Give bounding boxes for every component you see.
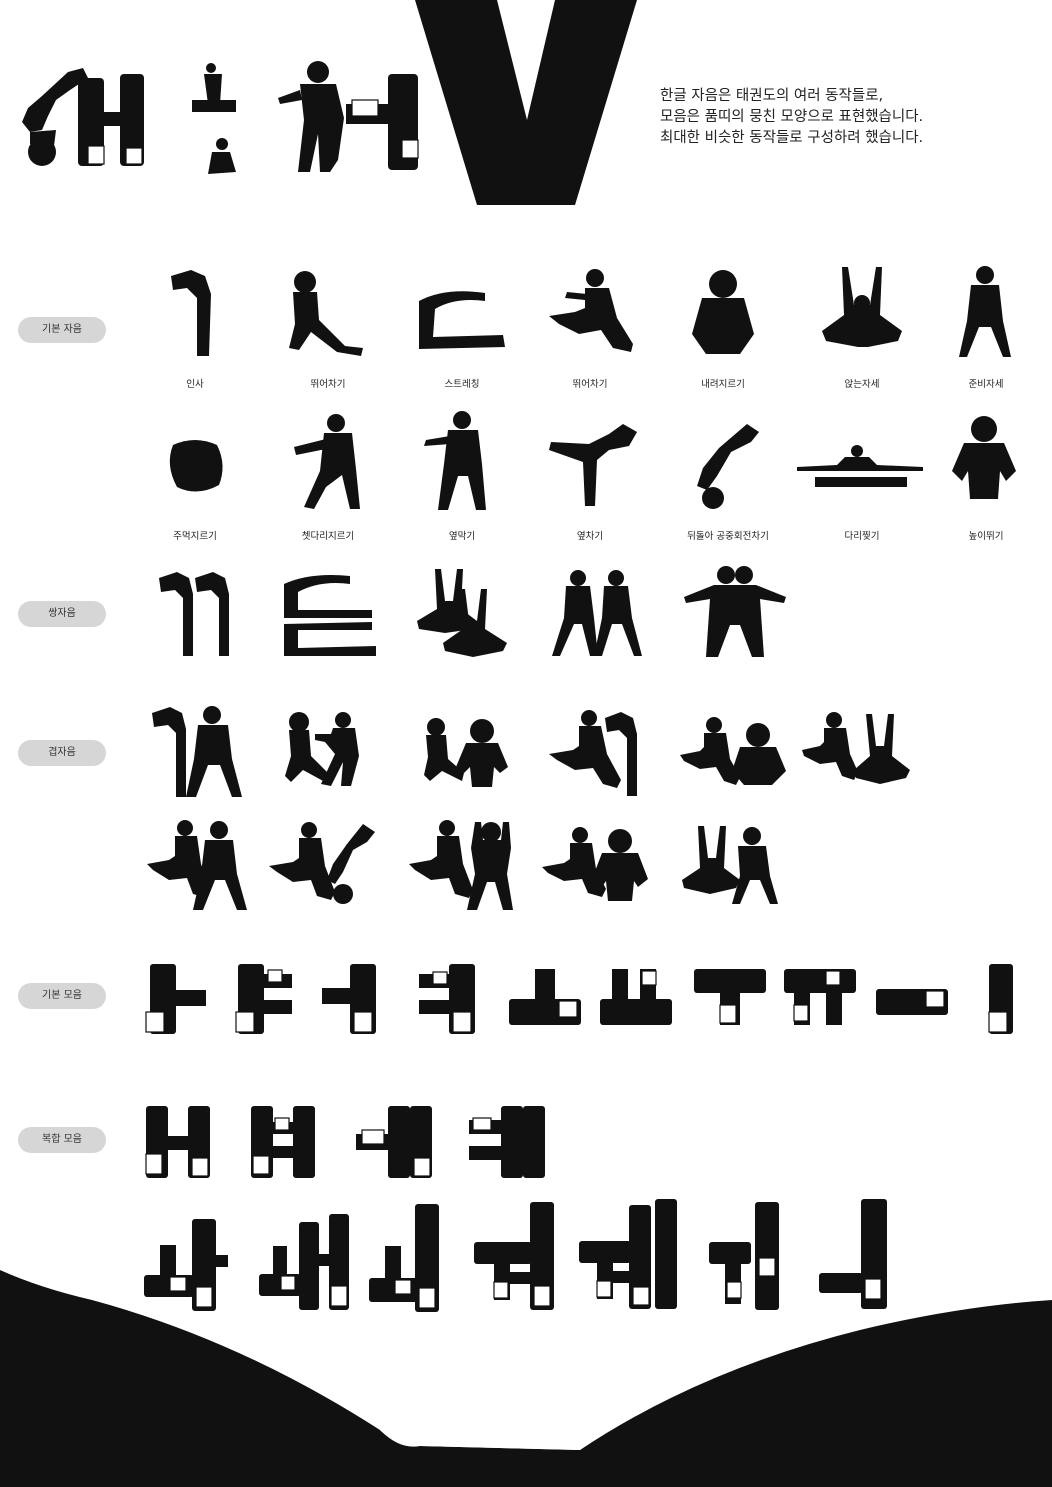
compound-consonant-1 [152, 706, 242, 797]
caption-5: 앉는자세 [844, 379, 880, 390]
vowel-eu [876, 989, 948, 1015]
caption-7: 주먹지르기 [173, 531, 217, 542]
figure-side-block [424, 411, 486, 510]
figure-splits [797, 445, 923, 487]
compound-consonant-6 [802, 712, 910, 784]
double-consonant-ssang-giyeok [159, 572, 229, 656]
caption-9: 옆막기 [448, 531, 476, 542]
intro-text: 한글 자음은 태권도의 여러 동작들로, 모음은 품띠의 뭉친 모양으로 표현했… [660, 86, 1040, 149]
caption-3: 뛰어차기 [572, 379, 608, 390]
compound-consonant-8 [269, 822, 375, 904]
big-v-shape [415, 0, 637, 205]
caption-1: 뛰어차기 [310, 379, 346, 390]
caption-10: 옆차기 [576, 531, 604, 542]
caption-6: 준비자세 [968, 379, 1004, 390]
figure-bow [171, 270, 211, 356]
title-logo [8, 60, 448, 180]
intro-line-3: 최대한 비슷한 동작들로 구성하려 했습니다. [660, 130, 924, 146]
vowel-yu [784, 969, 856, 1025]
section-label-double-consonants: 쌍자음 [18, 601, 106, 627]
section-label-basic-consonants: 기본 자음 [18, 317, 106, 343]
caption-8: 쳇다리지르기 [301, 531, 355, 542]
bottom-belt-shape [0, 1270, 1052, 1487]
vowel-yae [251, 1106, 315, 1178]
figure-jump-kick-1 [289, 271, 363, 356]
vowel-eo [322, 964, 376, 1034]
figure-front-punch [294, 414, 360, 509]
compound-consonant-11 [682, 826, 778, 904]
vowel-ae [145, 1106, 210, 1178]
figure-sitting-down [692, 270, 754, 354]
vowel-i [988, 964, 1013, 1034]
vowel-ya [235, 964, 292, 1034]
double-consonant-ssang-jieut [417, 569, 507, 657]
figure-stretching [419, 291, 505, 349]
double-consonant-ssang-bieup [684, 566, 786, 657]
compound-consonant-3 [424, 718, 508, 787]
vowel-wa [144, 1219, 228, 1311]
vowel-wo [474, 1202, 554, 1310]
compound-consonant-9 [409, 820, 513, 910]
figure-side-kick [549, 424, 637, 506]
title-logo-art [22, 61, 419, 174]
intro-line-2: 모음은 품띠의 뭉친 모양으로 표현했습니다. [660, 109, 924, 125]
vowel-e [356, 1106, 432, 1178]
figure-fist [169, 440, 223, 492]
vowel-we [579, 1199, 677, 1309]
vowel-a [145, 964, 206, 1034]
caption-4: 내려지르기 [701, 379, 745, 390]
figure-spin-kick [697, 424, 759, 509]
compound-consonant-10 [542, 827, 648, 901]
vowel-wi [709, 1202, 779, 1310]
caption-11: 뒤돌아 공중회전차기 [687, 531, 769, 542]
vowel-ui [819, 1199, 887, 1309]
vowel-yeo [419, 964, 475, 1034]
double-consonant-ssang-digeut [284, 575, 376, 656]
compound-consonant-5 [680, 717, 786, 785]
section-label-basic-vowels: 기본 모음 [18, 983, 106, 1009]
vowel-yo [600, 969, 672, 1025]
intro-line-1: 한글 자음은 태권도의 여러 동작들로, [660, 88, 884, 104]
vowel-o [509, 969, 581, 1025]
caption-13: 높이뛰기 [968, 531, 1004, 542]
vowel-wae [259, 1214, 349, 1310]
figure-seated-stance [822, 267, 902, 347]
vowel-oe [369, 1204, 439, 1312]
compound-consonant-2 [285, 712, 359, 786]
section-label-compound-consonants: 겹자음 [18, 740, 106, 766]
vowel-ye [469, 1106, 545, 1178]
double-consonant-ssang-siot [552, 570, 642, 656]
vowel-u [694, 969, 766, 1025]
caption-2: 스트레칭 [444, 379, 480, 390]
caption-0: 인사 [186, 379, 204, 390]
compound-consonant-7 [147, 820, 247, 910]
figure-jump-kick-2 [549, 269, 633, 352]
section-label-compound-vowels: 복합 모음 [18, 1127, 106, 1153]
compound-consonant-4 [549, 710, 637, 796]
caption-12: 다리찢기 [844, 531, 880, 542]
figure-ready-stance [959, 266, 1011, 357]
figure-high-jump [952, 416, 1016, 499]
